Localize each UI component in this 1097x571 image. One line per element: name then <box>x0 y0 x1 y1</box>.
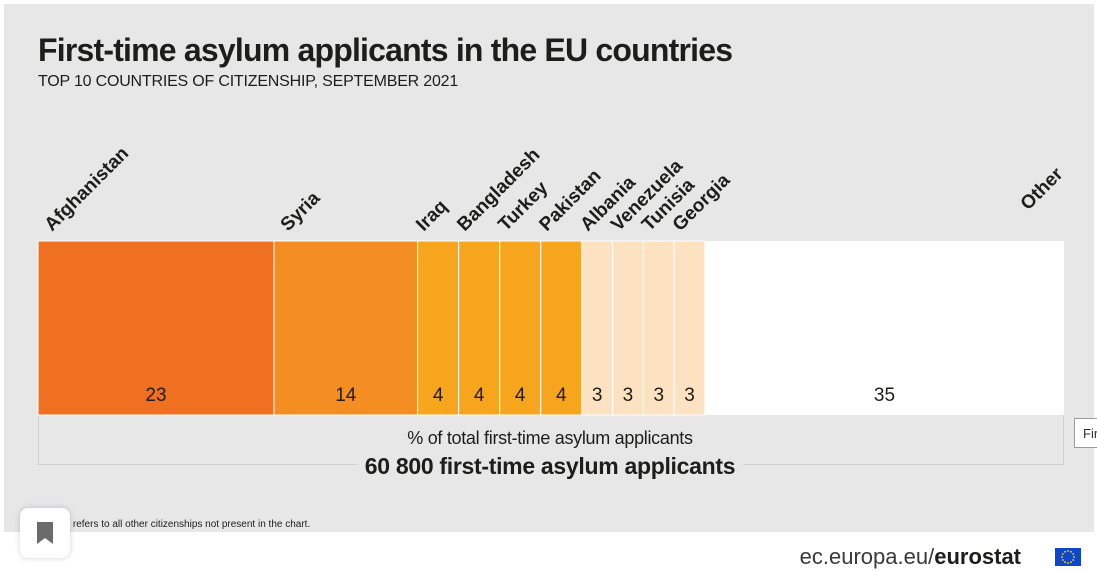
bar-segment-other <box>704 241 1064 415</box>
total-applicants-text: 60 800 first-time asylum applicants <box>356 453 744 479</box>
value-label-pakistan: 4 <box>556 385 567 406</box>
flag-star <box>1073 556 1075 558</box>
category-label-afghanistan: Afghanistan <box>41 143 133 235</box>
source-brand: eurostat <box>934 544 1021 569</box>
bar-segment-albania <box>581 240 614 416</box>
flag-star <box>1072 553 1075 555</box>
flag-star <box>1061 559 1064 561</box>
flag-star <box>1064 550 1066 553</box>
flag-star <box>1061 553 1064 555</box>
category-label-iraq: Iraq <box>412 196 451 235</box>
bar-segment-afghanistan <box>37 240 275 416</box>
bar-segment-syria <box>273 240 419 416</box>
flag-star <box>1072 559 1075 561</box>
eu-flag-icon <box>1055 548 1081 566</box>
bar-segment-venezuela <box>612 240 644 416</box>
category-label-other: Other <box>1017 163 1068 214</box>
bookmark-icon <box>37 522 53 544</box>
value-label-bangladesh: 4 <box>474 385 485 406</box>
value-label-other: 35 <box>874 385 895 406</box>
value-label-venezuela: 3 <box>623 385 634 406</box>
footnote: "Other" refers to all other citizenships… <box>38 519 311 530</box>
flag-star <box>1070 550 1072 553</box>
flag-star <box>1061 556 1063 558</box>
value-label-turkey: 4 <box>515 385 526 406</box>
chart-subtitle: TOP 10 COUNTRIES OF CITIZENSHIP, SEPTEMB… <box>38 73 459 90</box>
flag-star <box>1070 561 1072 564</box>
value-label-tunisia: 3 <box>653 385 664 406</box>
source-link[interactable]: ec.europa.eu/eurostat <box>800 546 1053 568</box>
value-label-syria: 14 <box>335 385 357 406</box>
flag-star <box>1064 561 1066 564</box>
chart-title: First-time asylum applicants in the EU c… <box>38 32 733 68</box>
bar-segment-georgia <box>673 240 706 416</box>
category-label-syria: Syria <box>277 188 325 236</box>
value-label-albania: 3 <box>592 385 603 406</box>
bar-segment-turkey <box>499 240 542 416</box>
value-label-georgia: 3 <box>684 385 695 406</box>
value-axis-label: % of total first-time asylum applicants <box>407 428 693 448</box>
total-applicants-label: 60 800 first-time asylum applicants <box>0 453 1097 480</box>
bar-segment-pakistan <box>540 240 583 416</box>
source-prefix: ec.europa.eu/ <box>799 544 935 569</box>
value-label-iraq: 4 <box>433 385 444 406</box>
bookmark-button[interactable] <box>20 508 70 558</box>
value-label-afghanistan: 23 <box>145 385 166 406</box>
bar-segment-iraq <box>417 240 460 416</box>
flag-star <box>1067 550 1069 552</box>
tooltip: Fir <box>1074 418 1097 448</box>
bar-segment-bangladesh <box>458 240 501 416</box>
bar-segment-tunisia <box>642 240 675 416</box>
flag-star <box>1067 562 1069 564</box>
